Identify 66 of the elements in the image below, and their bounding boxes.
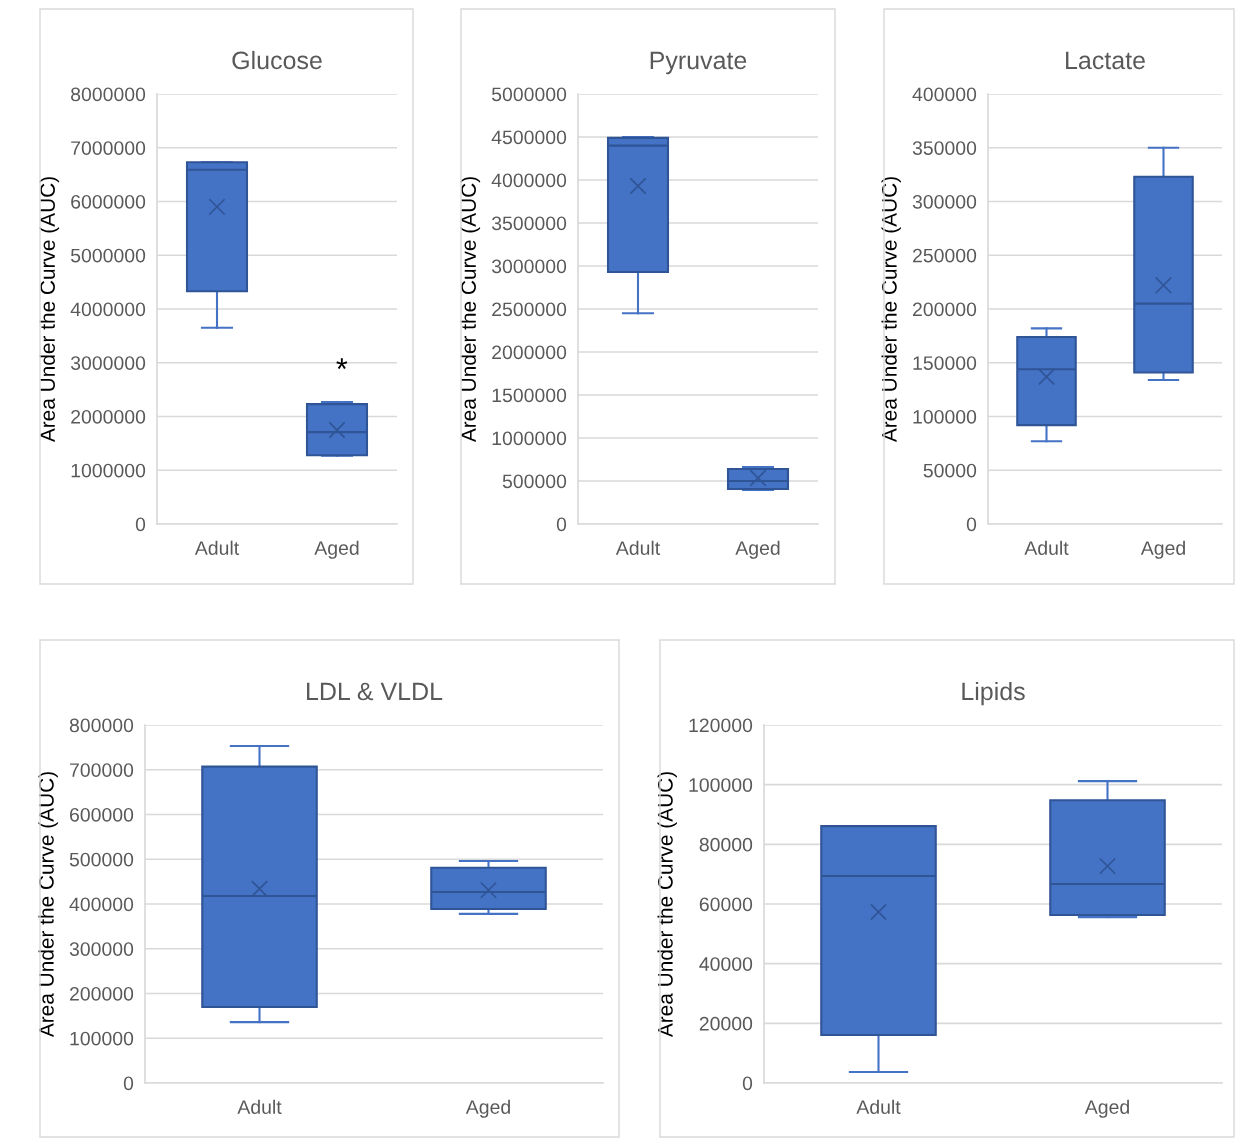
annotation: * bbox=[336, 358, 348, 370]
x-tick-label: Adult bbox=[856, 1099, 901, 1114]
y-tick-label: 2500000 bbox=[492, 302, 567, 317]
y-tick-label: 350000 bbox=[912, 141, 977, 155]
y-tick-label: 0 bbox=[135, 517, 146, 532]
y-tick-label: 0 bbox=[556, 517, 567, 532]
y-tick-label: 40000 bbox=[699, 957, 753, 971]
y-tick-label: 400000 bbox=[912, 87, 977, 102]
y-tick-label: 500000 bbox=[69, 852, 134, 867]
x-tick-label: Aged bbox=[314, 540, 359, 559]
y-tick-label: 0 bbox=[123, 1076, 134, 1091]
y-tick-label: 50000 bbox=[923, 463, 977, 478]
y-tick-label: 4000000 bbox=[491, 173, 567, 188]
x-tick-label: Adult bbox=[1024, 540, 1069, 555]
y-tick-label: 300000 bbox=[69, 942, 134, 956]
x-tick-label: Adult bbox=[194, 540, 240, 555]
y-tick-label: 0 bbox=[742, 1076, 753, 1091]
y-tick-label: 2000000 bbox=[492, 345, 567, 360]
y-tick-label: 8000000 bbox=[71, 87, 146, 102]
y-tick-label: 7000000 bbox=[71, 141, 146, 155]
y-tick-label: 1000000 bbox=[71, 463, 146, 478]
y-tick-label: 100000 bbox=[689, 778, 753, 792]
x-tick-label: Adult bbox=[237, 1099, 282, 1114]
x-tick-label: Adult bbox=[615, 540, 661, 555]
x-tick-label: Aged bbox=[465, 1099, 510, 1118]
chart-title: Glucose bbox=[232, 50, 322, 70]
chart-title: Lactate bbox=[1066, 51, 1145, 70]
y-tick-label: 0 bbox=[966, 517, 977, 532]
y-tick-label: 150000 bbox=[913, 356, 977, 370]
x-tick-label: Aged bbox=[1084, 1099, 1129, 1118]
y-tick-label: 1500000 bbox=[492, 388, 567, 403]
y-tick-label: 3000000 bbox=[70, 356, 146, 370]
y-tick-label: 100000 bbox=[913, 409, 977, 424]
y-tick-label: 250000 bbox=[912, 248, 977, 263]
y-tick-label: 20000 bbox=[699, 1016, 753, 1031]
y-tick-label: 60000 bbox=[699, 897, 753, 912]
y-tick-label: 600000 bbox=[70, 807, 134, 822]
y-tick-label: 300000 bbox=[912, 194, 977, 209]
y-tick-label: 4000000 bbox=[70, 302, 146, 317]
y-tick-label: 200000 bbox=[69, 986, 134, 1001]
chart-title: LDL & VLDL bbox=[307, 682, 443, 701]
y-tick-label: 1000000 bbox=[492, 431, 567, 446]
y-tick-label: 800000 bbox=[69, 718, 134, 733]
y-axis-title: Area Under the Curve (AUC) bbox=[38, 772, 58, 1038]
y-axis-title: Area Under the Curve (AUC) bbox=[657, 772, 677, 1038]
y-tick-label: 400000 bbox=[69, 897, 134, 912]
y-tick-label: 5000000 bbox=[491, 87, 567, 102]
y-tick-label: 2000000 bbox=[71, 409, 146, 424]
chart-title: Pyruvate bbox=[650, 51, 747, 75]
x-tick-label: Aged bbox=[1140, 540, 1185, 559]
y-tick-label: 5000000 bbox=[70, 248, 146, 263]
y-tick-label: 80000 bbox=[699, 837, 753, 852]
y-axis-title: Area Under the Curve (AUC) bbox=[39, 177, 60, 443]
y-tick-label: 3500000 bbox=[491, 216, 567, 231]
chart-title: Lipids bbox=[962, 681, 1025, 706]
y-tick-label: 100000 bbox=[70, 1031, 134, 1046]
x-tick-label: Aged bbox=[735, 540, 780, 559]
y-tick-label: 4500000 bbox=[491, 130, 567, 145]
y-tick-label: 500000 bbox=[502, 474, 567, 489]
y-tick-label: 700000 bbox=[70, 763, 134, 777]
y-axis-title: Area Under the Curve (AUC) bbox=[881, 177, 901, 443]
y-tick-label: 6000000 bbox=[71, 194, 146, 209]
y-axis-title: Area Under the Curve (AUC) bbox=[460, 177, 481, 443]
y-tick-label: 200000 bbox=[912, 302, 977, 317]
y-tick-label: 120000 bbox=[689, 718, 753, 733]
y-tick-label: 3000000 bbox=[491, 259, 567, 274]
